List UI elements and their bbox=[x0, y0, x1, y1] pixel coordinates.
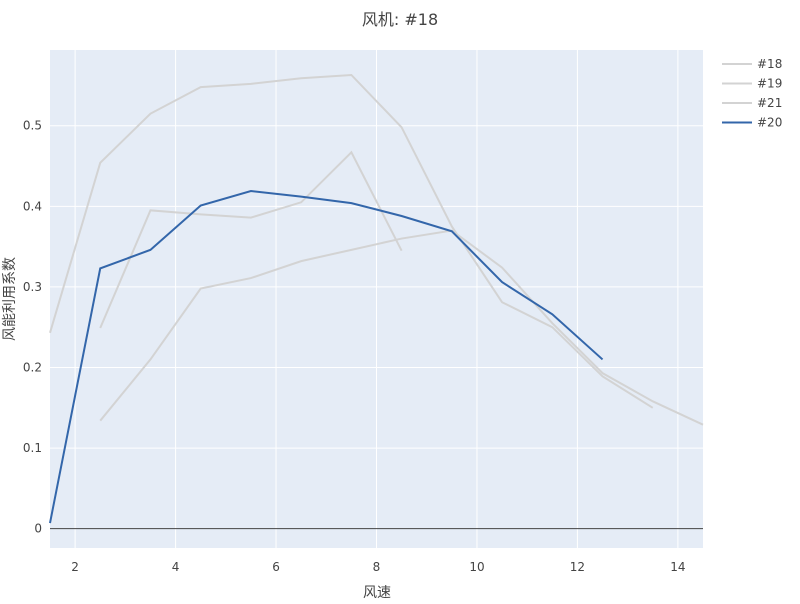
y-axis-label: 风能利用系数 bbox=[2, 257, 18, 341]
legend[interactable]: #18 #19 #21 #20 bbox=[722, 57, 782, 130]
series-line-21[interactable] bbox=[99, 229, 704, 426]
chart-title: 风机: #18 bbox=[362, 10, 438, 29]
x-tick-label: 6 bbox=[272, 560, 280, 574]
series-line-20[interactable] bbox=[49, 190, 604, 524]
y-tick-label: 0 bbox=[34, 522, 42, 536]
y-tick-label: 0.3 bbox=[23, 280, 42, 294]
series-line-19[interactable] bbox=[99, 150, 403, 329]
x-tick-label: 10 bbox=[469, 560, 484, 574]
x-tick-label: 14 bbox=[670, 560, 685, 574]
y-tick-label: 0.2 bbox=[23, 360, 42, 374]
y-tick-label: 0.1 bbox=[23, 441, 42, 455]
legend-label[interactable]: #18 bbox=[757, 57, 782, 71]
x-tick-label: 12 bbox=[570, 560, 585, 574]
x-axis-label: 风速 bbox=[363, 585, 391, 600]
x-tick-label: 4 bbox=[172, 560, 180, 574]
x-tick-label: 8 bbox=[373, 560, 381, 574]
y-tick-label: 0.4 bbox=[23, 199, 42, 213]
y-tick-label: 0.5 bbox=[23, 119, 42, 133]
legend-label[interactable]: #20 bbox=[757, 116, 782, 130]
legend-label[interactable]: #21 bbox=[757, 96, 782, 110]
legend-label[interactable]: #19 bbox=[757, 77, 782, 91]
series-line-18[interactable] bbox=[49, 73, 654, 409]
x-tick-label: 2 bbox=[71, 560, 79, 574]
